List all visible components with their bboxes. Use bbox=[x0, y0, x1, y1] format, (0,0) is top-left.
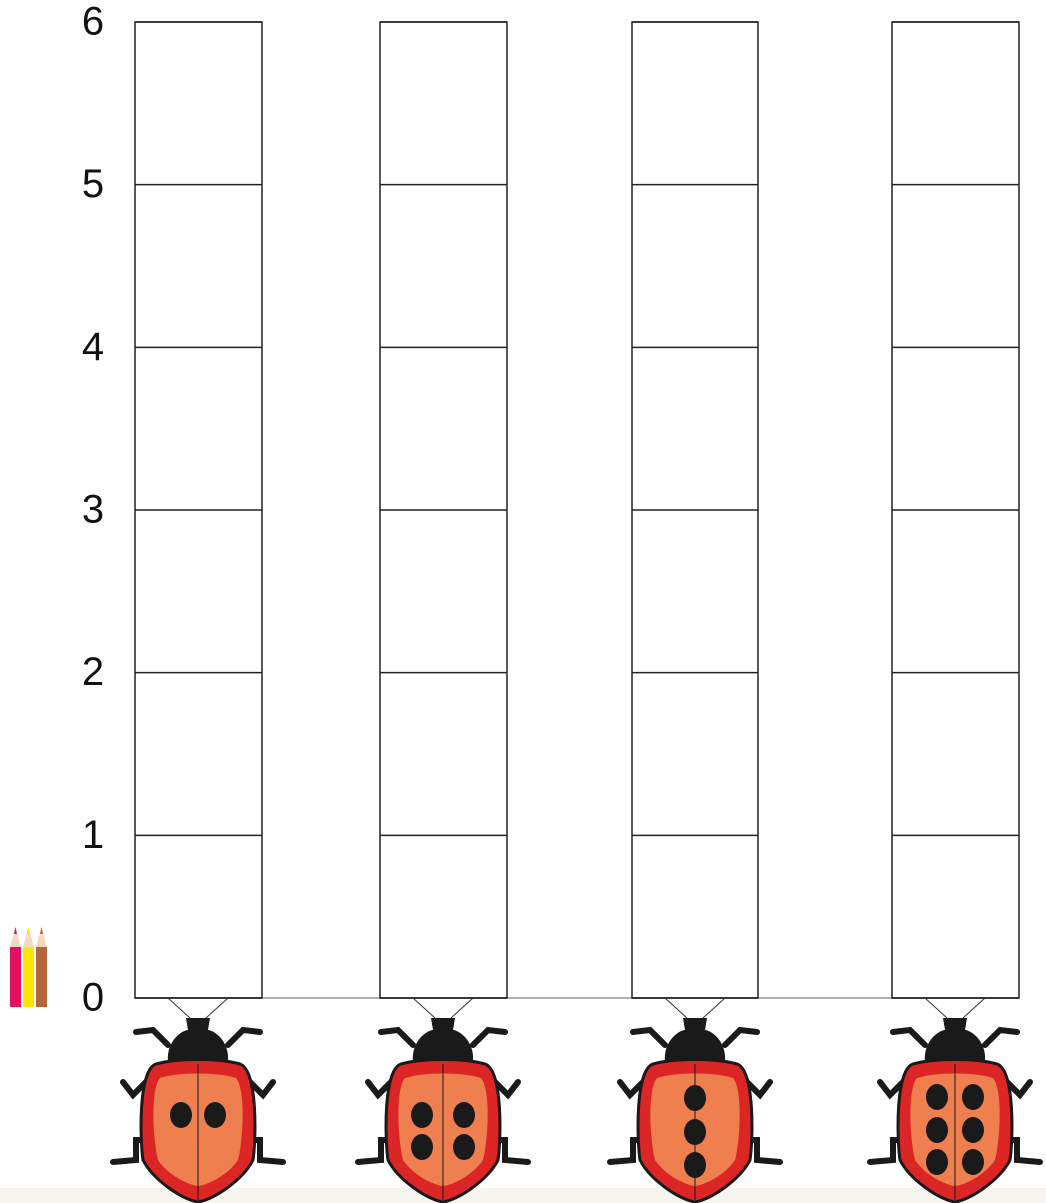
head bbox=[664, 1018, 726, 1062]
ladybug bbox=[110, 997, 286, 1203]
spot bbox=[204, 1102, 226, 1128]
y-tick-label: 3 bbox=[82, 488, 104, 532]
y-tick-label: 6 bbox=[82, 0, 104, 44]
head bbox=[924, 1018, 986, 1062]
spot bbox=[684, 1152, 706, 1178]
head bbox=[412, 1018, 474, 1062]
y-tick-label: 4 bbox=[82, 325, 104, 369]
spot bbox=[962, 1149, 984, 1175]
spot bbox=[170, 1102, 192, 1128]
legs bbox=[607, 1026, 783, 1165]
spot bbox=[411, 1134, 433, 1160]
spot bbox=[453, 1102, 475, 1128]
spot bbox=[411, 1102, 433, 1128]
antenna bbox=[924, 997, 986, 1019]
bottom-strip bbox=[0, 1188, 1046, 1203]
y-tick-label: 2 bbox=[82, 650, 104, 694]
ladybug bbox=[867, 997, 1043, 1203]
spot bbox=[684, 1085, 706, 1111]
spot bbox=[684, 1119, 706, 1145]
spot bbox=[926, 1149, 948, 1175]
pencils bbox=[10, 927, 47, 1007]
head bbox=[167, 1018, 229, 1062]
y-tick-label: 0 bbox=[82, 976, 104, 1020]
antenna bbox=[167, 997, 229, 1019]
spot bbox=[453, 1134, 475, 1160]
ladybug bbox=[355, 997, 531, 1203]
ladybug bbox=[607, 997, 783, 1203]
legs bbox=[110, 1026, 286, 1165]
spot bbox=[962, 1117, 984, 1143]
antenna bbox=[664, 997, 726, 1019]
spot bbox=[962, 1084, 984, 1110]
y-tick-label: 1 bbox=[82, 813, 104, 857]
legs bbox=[355, 1026, 531, 1165]
spot bbox=[926, 1084, 948, 1110]
antenna bbox=[412, 997, 474, 1019]
legs bbox=[867, 1026, 1043, 1165]
spot bbox=[926, 1117, 948, 1143]
y-tick-label: 5 bbox=[82, 162, 104, 206]
